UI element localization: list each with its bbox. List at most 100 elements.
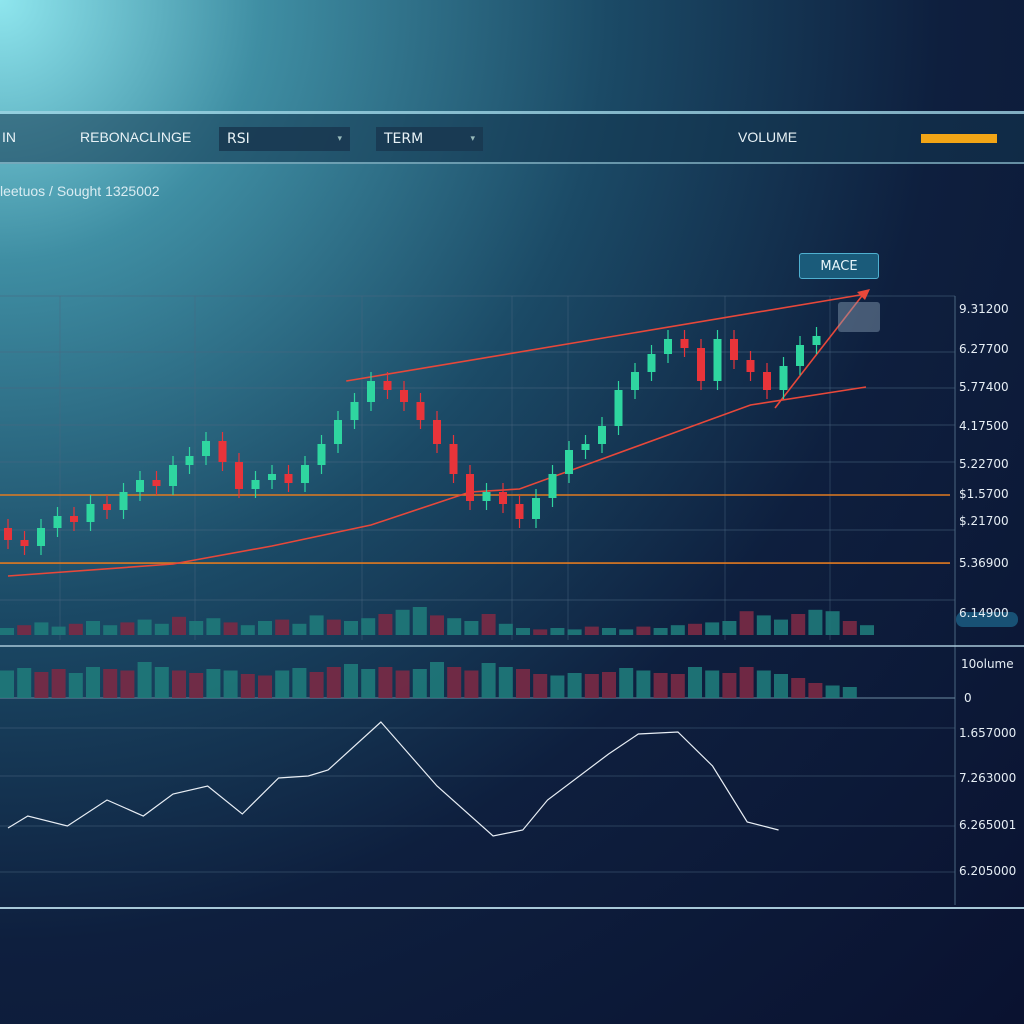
volume-bar <box>361 618 376 635</box>
mace-annotation[interactable]: MACE <box>799 253 879 279</box>
oscillator-tick-label: 1.657000 <box>959 726 1016 740</box>
volume-bar <box>68 623 83 635</box>
volume-bar <box>808 683 823 698</box>
candle <box>499 483 507 513</box>
candle-body <box>515 504 524 519</box>
volume-bar <box>567 673 582 698</box>
volume-bar <box>275 670 290 698</box>
candle <box>185 447 194 474</box>
candle-body <box>218 441 227 462</box>
volume-bar <box>34 672 49 698</box>
candle <box>614 381 623 435</box>
volume-bar <box>120 622 135 635</box>
volume-bar <box>619 629 634 635</box>
volume-bar <box>378 667 393 698</box>
volume-bar <box>344 621 358 635</box>
volume-bar <box>533 629 548 635</box>
volume-bar <box>68 673 83 698</box>
volume-bar <box>791 614 806 635</box>
volume-bar <box>447 618 462 635</box>
volume-bar <box>584 626 599 635</box>
candle-body <box>202 441 210 456</box>
menu-item-indicator[interactable]: REBONACLINGE <box>80 129 192 145</box>
candle-body <box>37 528 45 546</box>
candle <box>779 357 788 399</box>
symbol-subtitle: leetuos / Sought 1325002 <box>0 183 160 199</box>
candle-body <box>268 474 276 480</box>
candle <box>680 330 689 357</box>
volume-bar <box>464 670 479 698</box>
y-tick-label: 5.36900 <box>959 556 1009 570</box>
candle <box>202 432 210 465</box>
candle-body <box>680 339 689 348</box>
candle-body <box>746 360 755 372</box>
candle <box>400 381 408 411</box>
volume-bar <box>137 619 152 635</box>
volume-bar <box>722 673 737 698</box>
candle <box>4 519 12 549</box>
candle-body <box>136 480 144 492</box>
candle-body <box>152 480 161 486</box>
candle-body <box>532 498 540 519</box>
candle <box>449 435 458 483</box>
volume-bar <box>189 673 204 698</box>
menu-item-in[interactable]: IN <box>2 129 16 145</box>
volume-bar <box>258 621 272 635</box>
volume-bar <box>516 628 530 635</box>
candle <box>697 339 705 390</box>
volume-bar <box>670 625 685 635</box>
candle <box>152 471 161 495</box>
volume-bar <box>464 621 479 635</box>
candle-body <box>251 480 260 489</box>
rsi-dropdown[interactable]: RSI ▾ <box>219 127 350 151</box>
volume-bar <box>223 622 238 635</box>
candle <box>20 531 29 555</box>
volume-bar <box>395 670 410 698</box>
volume-bar <box>774 619 788 635</box>
volume-bar <box>688 667 702 698</box>
candle <box>713 330 722 390</box>
volume-bar <box>326 667 341 698</box>
volume-bar <box>412 607 427 635</box>
volume-bar <box>223 670 238 698</box>
y-tick-label: 6.27700 <box>959 342 1009 356</box>
volume-bar <box>103 669 118 698</box>
volume-bar <box>636 670 651 698</box>
candle <box>119 483 128 519</box>
volume-bar <box>705 670 720 698</box>
volume-bar <box>206 618 221 635</box>
candle-body <box>581 444 590 450</box>
volume-bar <box>550 628 565 635</box>
candle <box>334 411 342 453</box>
candle-body <box>70 516 78 522</box>
candle <box>317 435 326 474</box>
volume-bar <box>240 674 255 698</box>
candle <box>532 489 540 528</box>
candle <box>647 345 656 381</box>
candle <box>284 465 293 492</box>
candle <box>598 417 606 453</box>
divider <box>0 111 1024 114</box>
candle-body <box>482 492 491 501</box>
volume-bar <box>206 669 221 698</box>
candle-body <box>350 402 359 420</box>
volume-bar <box>154 667 169 698</box>
candle <box>482 483 491 510</box>
candle-body <box>367 381 375 402</box>
volume-bar <box>86 621 100 635</box>
volume-bar <box>670 674 685 698</box>
y-tick-label: 6.14900 <box>959 606 1009 620</box>
volume-bar <box>0 628 14 635</box>
volume-bar <box>51 626 66 635</box>
candle <box>383 372 392 399</box>
moving-average-line <box>7 386 867 577</box>
oscillator-tick-label: 6.205000 <box>959 864 1016 878</box>
trend-arrow <box>774 291 866 409</box>
volume-label[interactable]: VOLUME <box>738 129 798 145</box>
term-dropdown[interactable]: TERM ▾ <box>376 127 483 151</box>
candle-body <box>103 504 111 510</box>
volume-bar <box>722 621 737 635</box>
candle-body <box>796 345 804 366</box>
volume-scroll-handle[interactable] <box>956 612 1018 627</box>
